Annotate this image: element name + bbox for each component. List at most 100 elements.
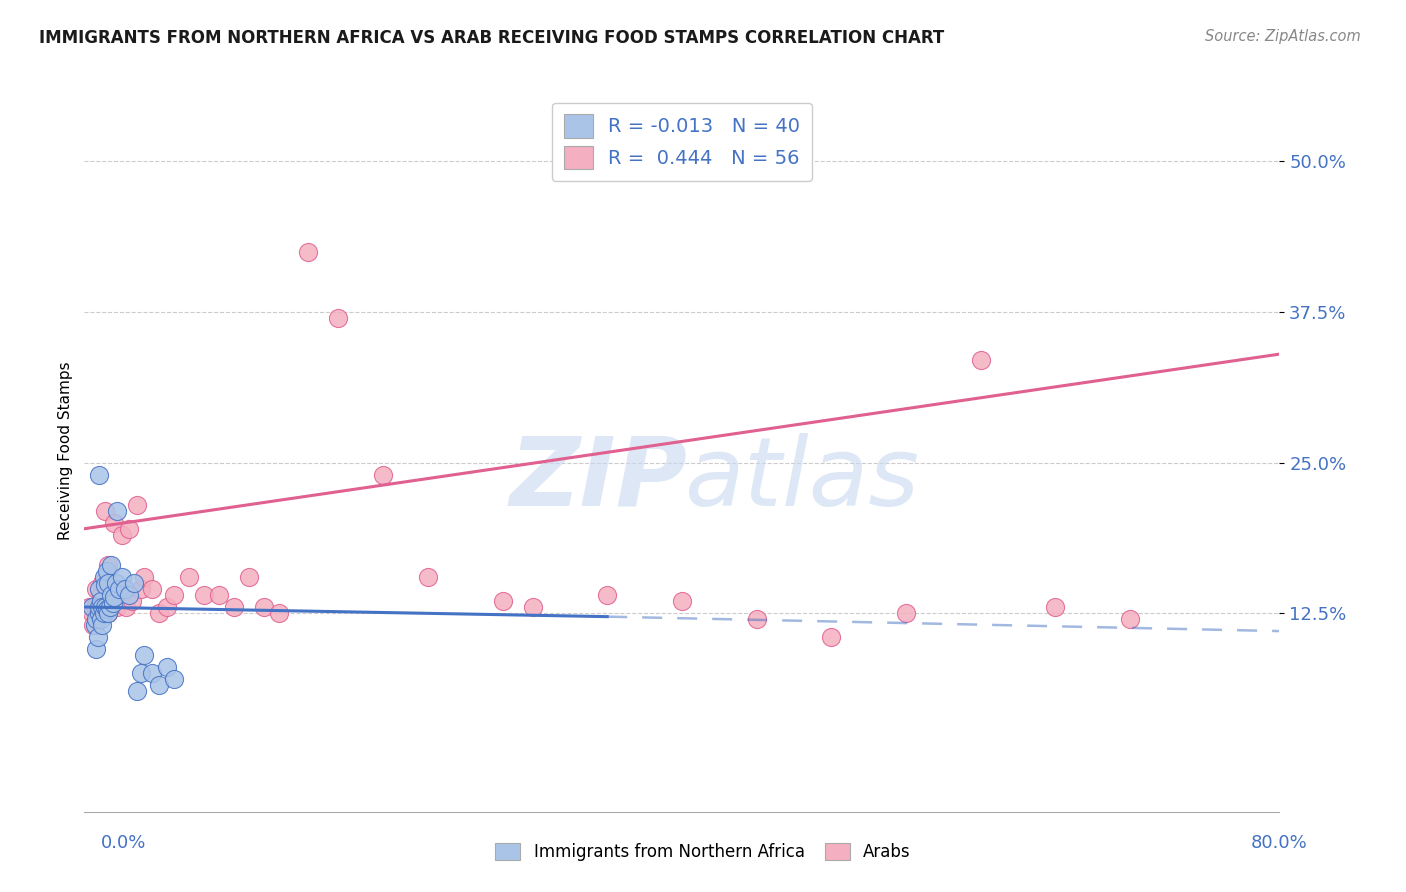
Point	[103, 516, 125, 530]
Point	[105, 599, 128, 614]
Point	[111, 528, 134, 542]
Point	[96, 588, 118, 602]
Text: IMMIGRANTS FROM NORTHERN AFRICA VS ARAB RECEIVING FOOD STAMPS CORRELATION CHART: IMMIGRANTS FROM NORTHERN AFRICA VS ARAB …	[39, 29, 945, 46]
Point	[86, 612, 108, 626]
Point	[101, 596, 124, 610]
Point	[129, 582, 152, 596]
Point	[111, 570, 134, 584]
Point	[492, 594, 515, 608]
Point	[115, 599, 138, 614]
Point	[105, 503, 128, 517]
Point	[93, 570, 115, 584]
Point	[118, 522, 141, 536]
Point	[86, 642, 108, 657]
Point	[745, 612, 768, 626]
Point	[297, 244, 319, 259]
Point	[104, 576, 127, 591]
Point	[94, 503, 117, 517]
Point	[98, 599, 121, 614]
Point	[103, 591, 125, 605]
Point	[89, 606, 111, 620]
Point	[163, 673, 186, 687]
Y-axis label: Receiving Food Stamps: Receiving Food Stamps	[58, 361, 73, 540]
Point	[91, 618, 114, 632]
Point	[97, 606, 120, 620]
Point	[125, 684, 148, 698]
Text: 80.0%: 80.0%	[1251, 834, 1308, 852]
Point	[87, 606, 110, 620]
Point	[141, 666, 163, 681]
Point	[94, 578, 117, 592]
Point	[1119, 612, 1142, 626]
Point	[125, 498, 148, 512]
Point	[94, 599, 117, 614]
Point	[89, 582, 111, 596]
Point	[80, 599, 103, 614]
Point	[820, 630, 842, 644]
Point	[90, 612, 112, 626]
Point	[89, 599, 111, 614]
Text: Source: ZipAtlas.com: Source: ZipAtlas.com	[1205, 29, 1361, 44]
Point	[91, 599, 114, 614]
Point	[1045, 599, 1067, 614]
Point	[87, 630, 110, 644]
Point	[222, 599, 245, 614]
Point	[83, 618, 105, 632]
Point	[89, 467, 111, 482]
Point	[121, 594, 143, 608]
Text: atlas: atlas	[683, 433, 920, 526]
Point	[118, 588, 141, 602]
Point	[77, 599, 100, 614]
Point	[129, 666, 152, 681]
Point	[89, 599, 111, 614]
Point	[82, 618, 104, 632]
Point	[177, 570, 200, 584]
Point	[155, 660, 177, 674]
Text: ZIP: ZIP	[509, 433, 688, 526]
Point	[328, 311, 350, 326]
Point	[253, 599, 276, 614]
Point	[208, 588, 231, 602]
Point	[97, 606, 120, 620]
Point	[100, 588, 122, 602]
Point	[86, 599, 108, 614]
Point	[107, 582, 129, 596]
Point	[163, 588, 186, 602]
Point	[104, 582, 127, 596]
Point	[93, 606, 115, 620]
Point	[98, 594, 121, 608]
Point	[193, 588, 215, 602]
Point	[89, 606, 111, 620]
Point	[114, 582, 136, 596]
Point	[155, 599, 177, 614]
Point	[91, 576, 114, 591]
Point	[267, 606, 290, 620]
Point	[100, 558, 122, 572]
Point	[96, 564, 118, 578]
Point	[894, 606, 917, 620]
Point	[94, 599, 117, 614]
Point	[83, 599, 105, 614]
Point	[91, 606, 114, 620]
Point	[373, 467, 395, 482]
Point	[80, 606, 103, 620]
Point	[148, 678, 170, 692]
Point	[97, 558, 120, 572]
Point	[596, 588, 619, 602]
Point	[416, 570, 439, 584]
Point	[96, 602, 118, 616]
Text: 0.0%: 0.0%	[101, 834, 146, 852]
Legend: R = -0.013   N = 40, R =  0.444   N = 56: R = -0.013 N = 40, R = 0.444 N = 56	[553, 103, 811, 181]
Point	[238, 570, 260, 584]
Legend: Immigrants from Northern Africa, Arabs: Immigrants from Northern Africa, Arabs	[489, 836, 917, 868]
Point	[970, 353, 993, 368]
Point	[90, 588, 112, 602]
Point	[122, 576, 145, 591]
Point	[111, 588, 134, 602]
Point	[93, 599, 115, 614]
Point	[86, 582, 108, 596]
Point	[90, 594, 112, 608]
Point	[100, 599, 122, 614]
Point	[132, 648, 156, 662]
Point	[671, 594, 693, 608]
